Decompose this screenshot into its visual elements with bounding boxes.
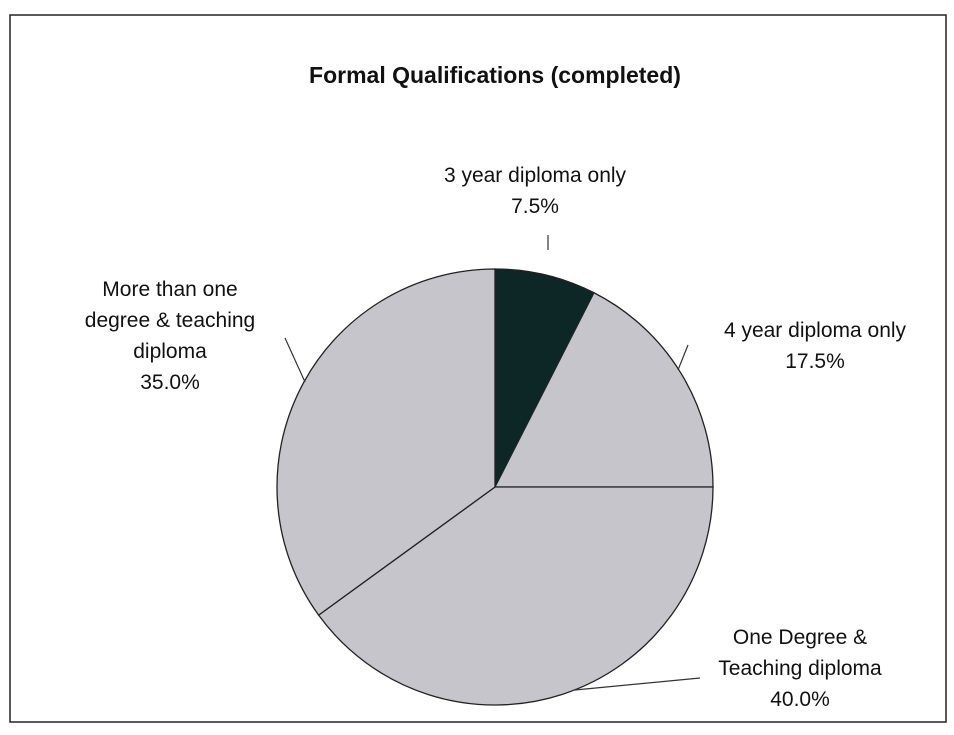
leader-line <box>284 337 306 383</box>
pie-slice <box>317 486 714 706</box>
category-label: One Degree & Teaching diploma <box>718 626 882 680</box>
value-label: 7.5% <box>511 195 559 218</box>
leader-line <box>574 677 701 691</box>
category-label: 3 year diploma only <box>443 164 627 187</box>
category-label: 4 year diploma only <box>723 319 907 342</box>
chart-frame <box>9 14 947 723</box>
chart-title: Formal Qualifications (completed) <box>309 62 681 88</box>
value-label: 35.0% <box>140 371 200 394</box>
slice-label: 3 year diploma only 7.5% <box>405 160 665 222</box>
value-label: 17.5% <box>785 350 845 373</box>
pie-slice <box>276 268 496 617</box>
pie-slice <box>493 291 714 488</box>
slice-label: One Degree & Teaching diploma 40.0% <box>705 622 895 715</box>
value-label: 40.0% <box>770 688 830 711</box>
slice-label: More than one degree & teaching diploma 3… <box>75 274 265 398</box>
slice-label: 4 year diploma only 17.5% <box>720 315 910 377</box>
leader-lines <box>284 235 701 691</box>
pie-slice <box>494 268 595 488</box>
leader-line <box>677 344 689 371</box>
category-label: More than one degree & teaching diploma <box>84 278 256 363</box>
pie <box>276 268 714 706</box>
